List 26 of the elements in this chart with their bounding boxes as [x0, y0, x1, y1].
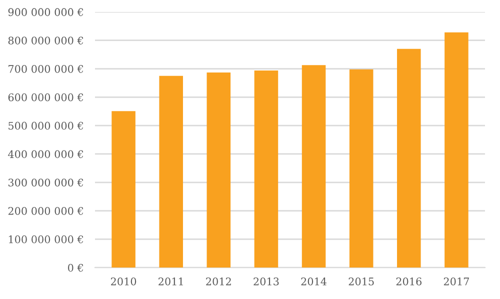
y-tick-label: 900 000 000 € — [8, 8, 84, 16]
y-tick-label: 700 000 000 € — [8, 64, 84, 73]
bar — [397, 48, 421, 268]
x-tick-label: 2015 — [348, 278, 374, 286]
x-tick-label: 2014 — [301, 278, 327, 286]
y-tick-label: 600 000 000 € — [8, 93, 84, 102]
bar — [112, 111, 136, 268]
y-tick-label: 0 € — [68, 264, 84, 272]
bar — [302, 65, 326, 268]
y-tick-label: 800 000 000 € — [8, 36, 84, 44]
x-tick-label: 2011 — [158, 278, 183, 286]
x-tick-label: 2017 — [444, 278, 469, 286]
bar — [206, 72, 231, 268]
y-tick-label: 400 000 000 € — [8, 150, 84, 158]
x-tick-label: 2012 — [206, 278, 231, 286]
x-tick-label: 2013 — [254, 278, 279, 286]
y-tick-label: 500 000 000 € — [8, 122, 84, 130]
bar — [254, 70, 278, 268]
x-tick-label: 2010 — [110, 278, 136, 286]
bar — [444, 32, 468, 268]
bar — [159, 76, 183, 268]
y-tick-label: 200 000 000 € — [8, 207, 84, 215]
y-tick-label: 100 000 000 € — [8, 235, 84, 244]
x-tick-label: 2016 — [396, 278, 422, 286]
bar — [349, 69, 374, 268]
y-tick-label: 300 000 000 € — [8, 178, 84, 186]
